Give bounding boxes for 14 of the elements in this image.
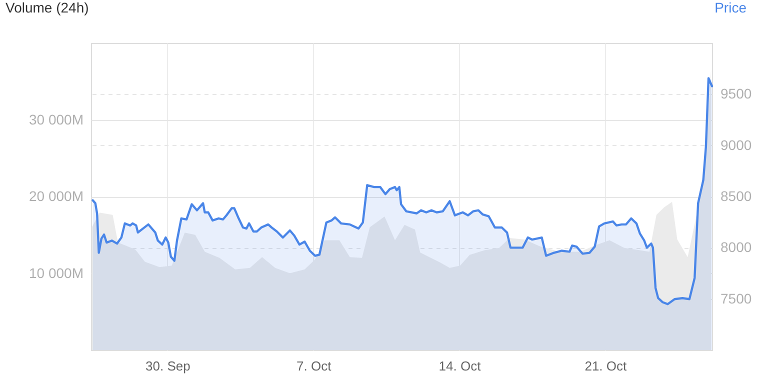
- y-tick-label: 10 000M: [29, 264, 84, 281]
- x-tick-label: 30. Sep: [146, 358, 190, 374]
- y-tick-label: 20 000M: [29, 188, 84, 204]
- y2-tick-label: 7500: [720, 290, 752, 306]
- y2-tick-label: 9000: [720, 136, 752, 153]
- x-tick-label: 21. Oct: [584, 358, 628, 374]
- y2-axis-title: Price: [714, 0, 747, 16]
- y2-tick-label: 8500: [720, 188, 752, 204]
- y-tick-label: 30 000M: [29, 111, 84, 128]
- y-axis-title: Volume (24h): [6, 0, 89, 16]
- x-tick-label: 14. Oct: [438, 358, 482, 374]
- y2-tick-label: 8000: [720, 239, 752, 256]
- x-tick-label: 7. Oct: [296, 358, 332, 374]
- y2-tick-label: 9500: [720, 86, 752, 102]
